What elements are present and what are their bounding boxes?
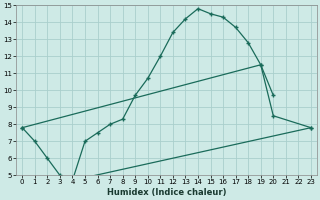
X-axis label: Humidex (Indice chaleur): Humidex (Indice chaleur) (107, 188, 226, 197)
